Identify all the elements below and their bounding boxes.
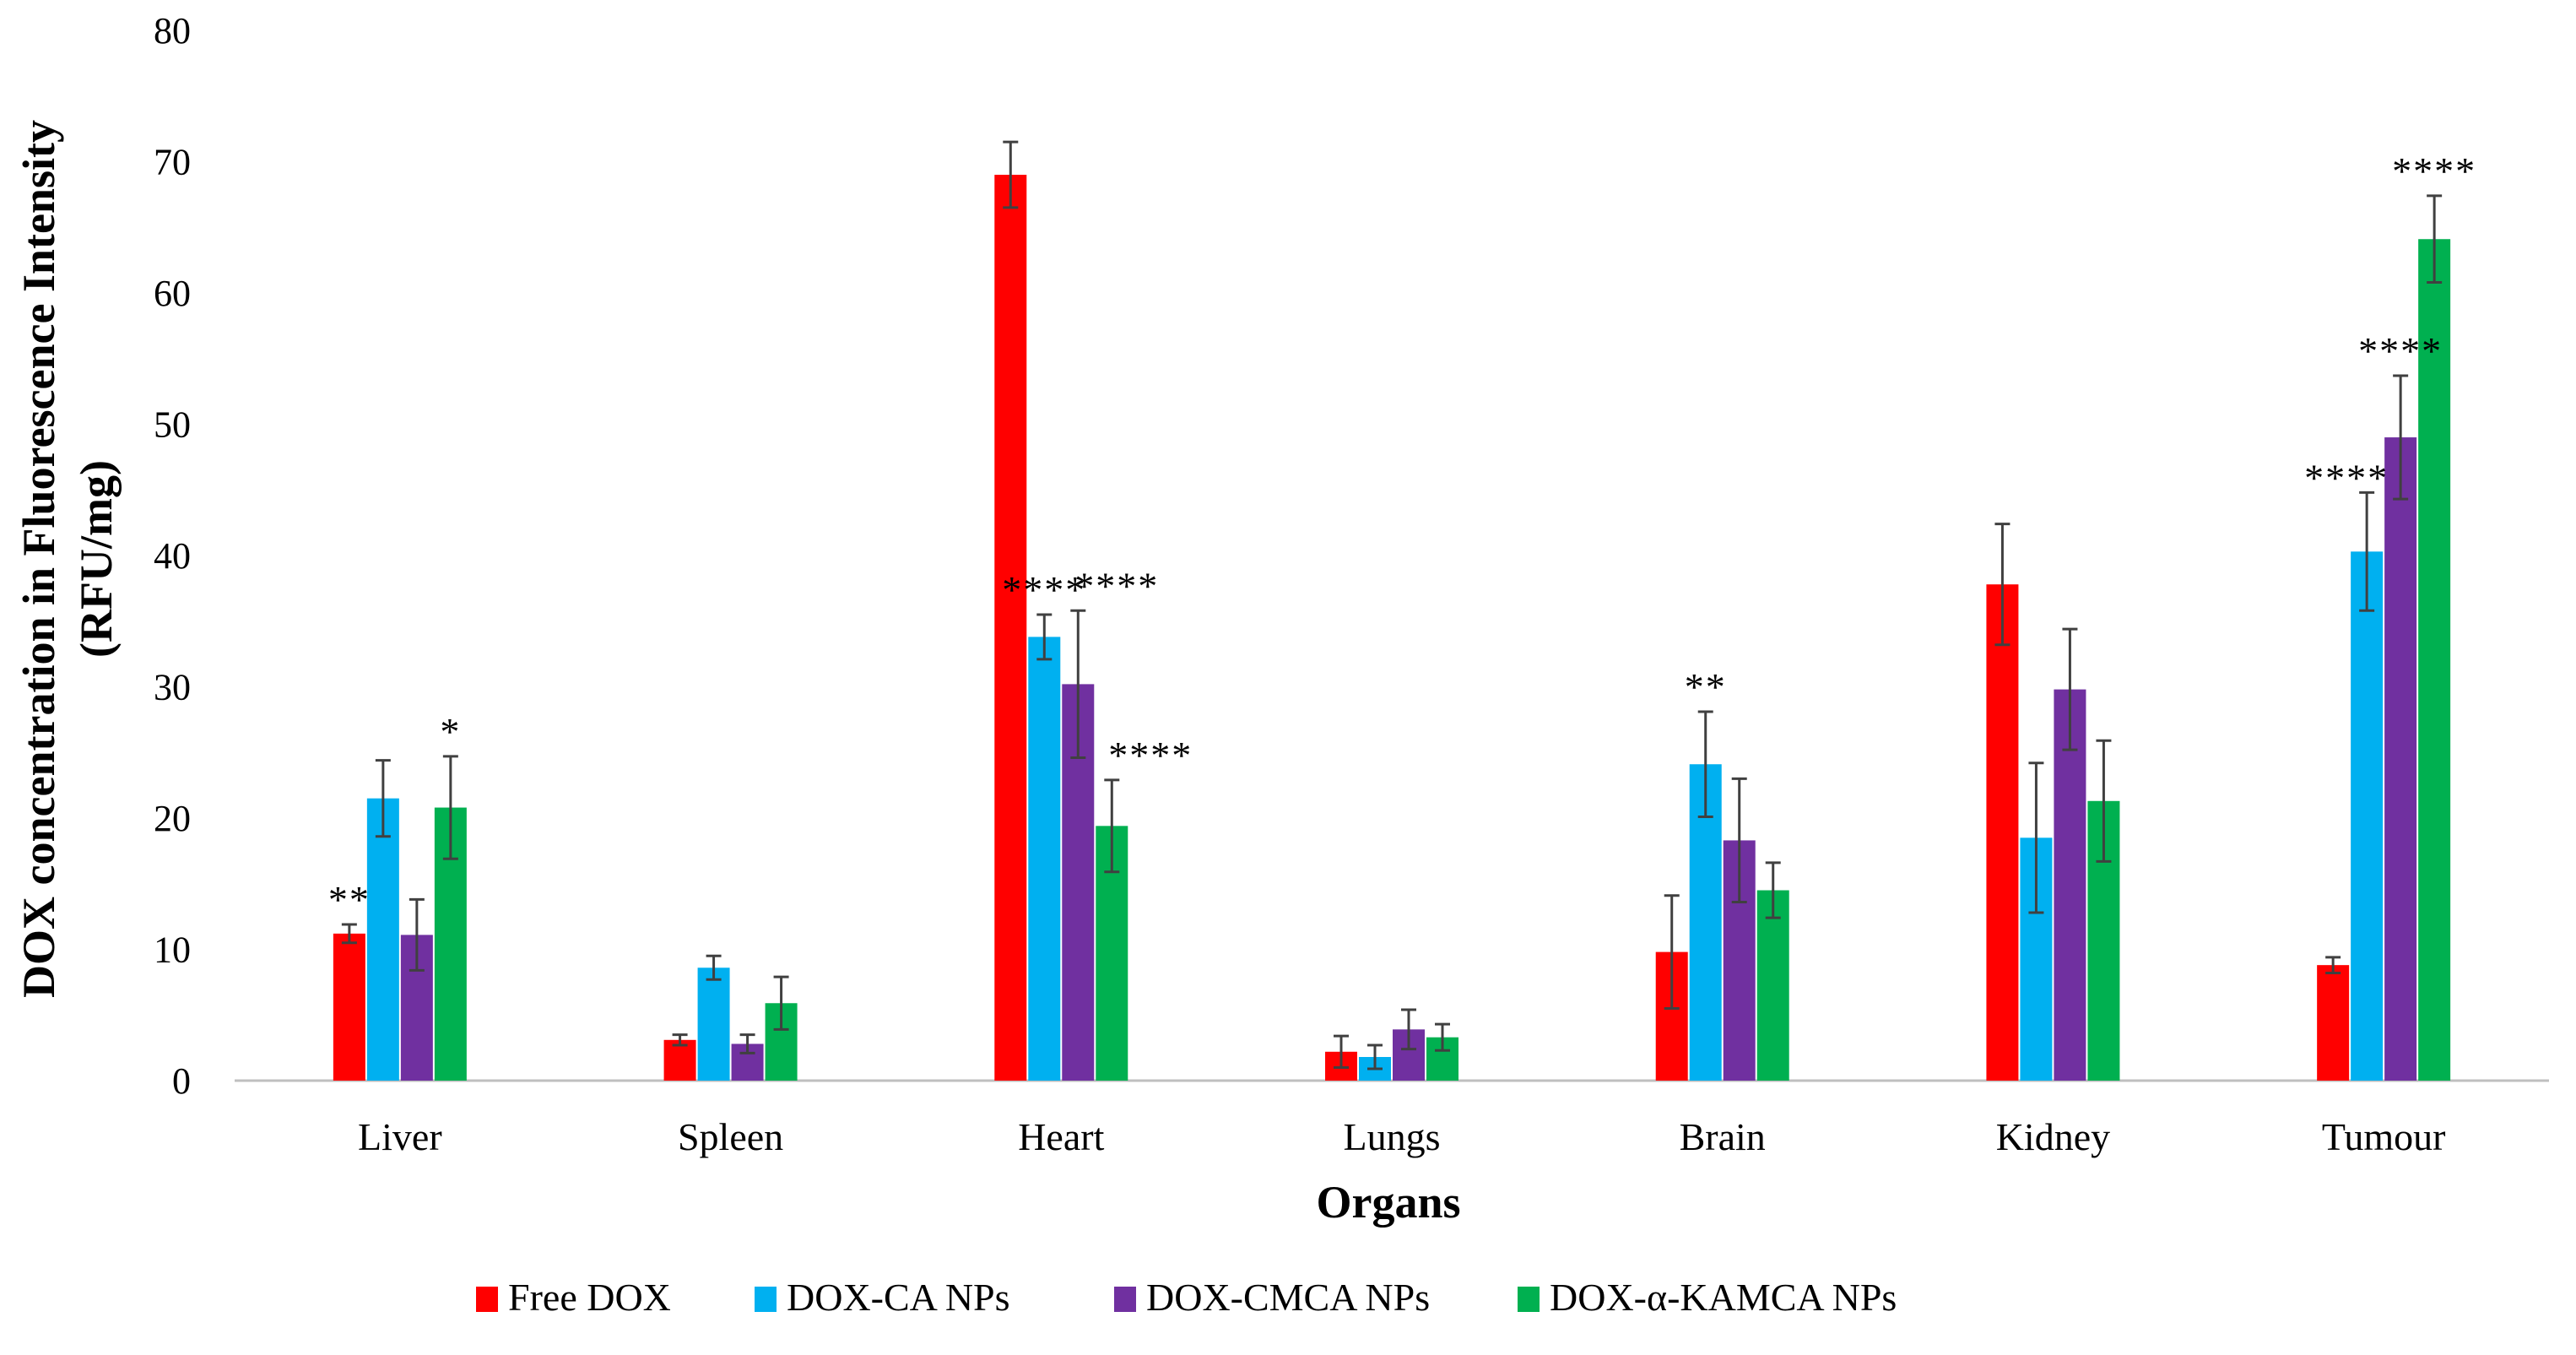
significance-labels-group: ***************************** [328, 149, 2476, 921]
x-axis-title: Organs [1316, 1177, 1460, 1228]
bar-tumour-series-1 [2317, 965, 2350, 1081]
legend-swatch [755, 1287, 777, 1312]
bar-kidney-series-3 [2054, 689, 2086, 1081]
legend-label: Free DOX [508, 1276, 671, 1319]
legend-item-4: DOX-α-KAMCA NPs [1518, 1276, 1897, 1319]
significance-label: **** [2304, 456, 2389, 499]
bar-liver-series-1 [333, 933, 365, 1081]
bars-group [333, 175, 2451, 1081]
x-tick-label: Brain [1680, 1115, 1766, 1158]
bar-tumour-series-4 [2418, 239, 2451, 1081]
y-tick-label: 60 [154, 273, 191, 314]
bar-heart-series-1 [994, 175, 1027, 1081]
legend-item-1: Free DOX [476, 1276, 671, 1319]
y-tick-label: 70 [154, 142, 191, 183]
y-tick-label: 30 [154, 667, 191, 708]
legend-label: DOX-CA NPs [787, 1276, 1010, 1319]
significance-label: ** [328, 878, 371, 921]
y-tick-label: 20 [154, 798, 191, 839]
x-tick-label: Liver [358, 1115, 442, 1158]
bar-heart-series-2 [1028, 637, 1061, 1081]
x-tick-label: Tumour [2322, 1115, 2446, 1158]
tick-labels-group: 0 10 20 30 40 50 60 70 80 Liver Spleen Heart Lungs Br… [154, 10, 2445, 1158]
significance-label: * [440, 710, 461, 753]
significance-label: **** [1074, 564, 1159, 607]
legend-label: DOX-CMCA NPs [1146, 1276, 1430, 1319]
error-bars-group [341, 140, 2443, 1070]
x-tick-label: Spleen [678, 1115, 783, 1158]
y-axis-title-line2: (RFU/mg) [71, 460, 122, 658]
bar-spleen-series-1 [663, 1039, 696, 1081]
legend: Free DOX DOX-CA NPs DOX-CMCA NPs DOX-α-KAMC… [476, 1276, 1897, 1319]
y-tick-label: 10 [154, 930, 191, 971]
legend-swatch [1114, 1287, 1136, 1312]
legend-swatch [1518, 1287, 1540, 1312]
bar-spleen-series-2 [697, 967, 730, 1081]
bar-liver-series-2 [366, 798, 399, 1081]
y-axis-title-line1: DOX concentration in Fluorescence Intens… [14, 120, 64, 998]
bar-kidney-series-1 [1986, 584, 2019, 1081]
legend-item-3: DOX-CMCA NPs [1114, 1276, 1430, 1319]
y-tick-label: 50 [154, 404, 191, 446]
significance-label: **** [1108, 734, 1193, 777]
bar-tumour-series-3 [2384, 437, 2417, 1081]
significance-label: ** [1685, 665, 1727, 708]
y-tick-label: 80 [154, 10, 191, 51]
legend-swatch [476, 1287, 498, 1312]
legend-item-2: DOX-CA NPs [755, 1276, 1010, 1319]
x-tick-label: Kidney [1996, 1115, 2110, 1158]
bar-tumour-series-2 [2351, 551, 2384, 1081]
bar-brain-series-4 [1756, 890, 1789, 1081]
y-tick-label: 0 [172, 1060, 191, 1102]
x-tick-label: Heart [1018, 1115, 1104, 1158]
legend-label: DOX-α-KAMCA NPs [1550, 1276, 1897, 1319]
significance-label: **** [1002, 568, 1086, 611]
significance-label: **** [2392, 149, 2476, 192]
y-tick-label: 40 [154, 535, 191, 577]
x-tick-label: Lungs [1344, 1115, 1441, 1158]
significance-label: **** [2358, 329, 2443, 372]
